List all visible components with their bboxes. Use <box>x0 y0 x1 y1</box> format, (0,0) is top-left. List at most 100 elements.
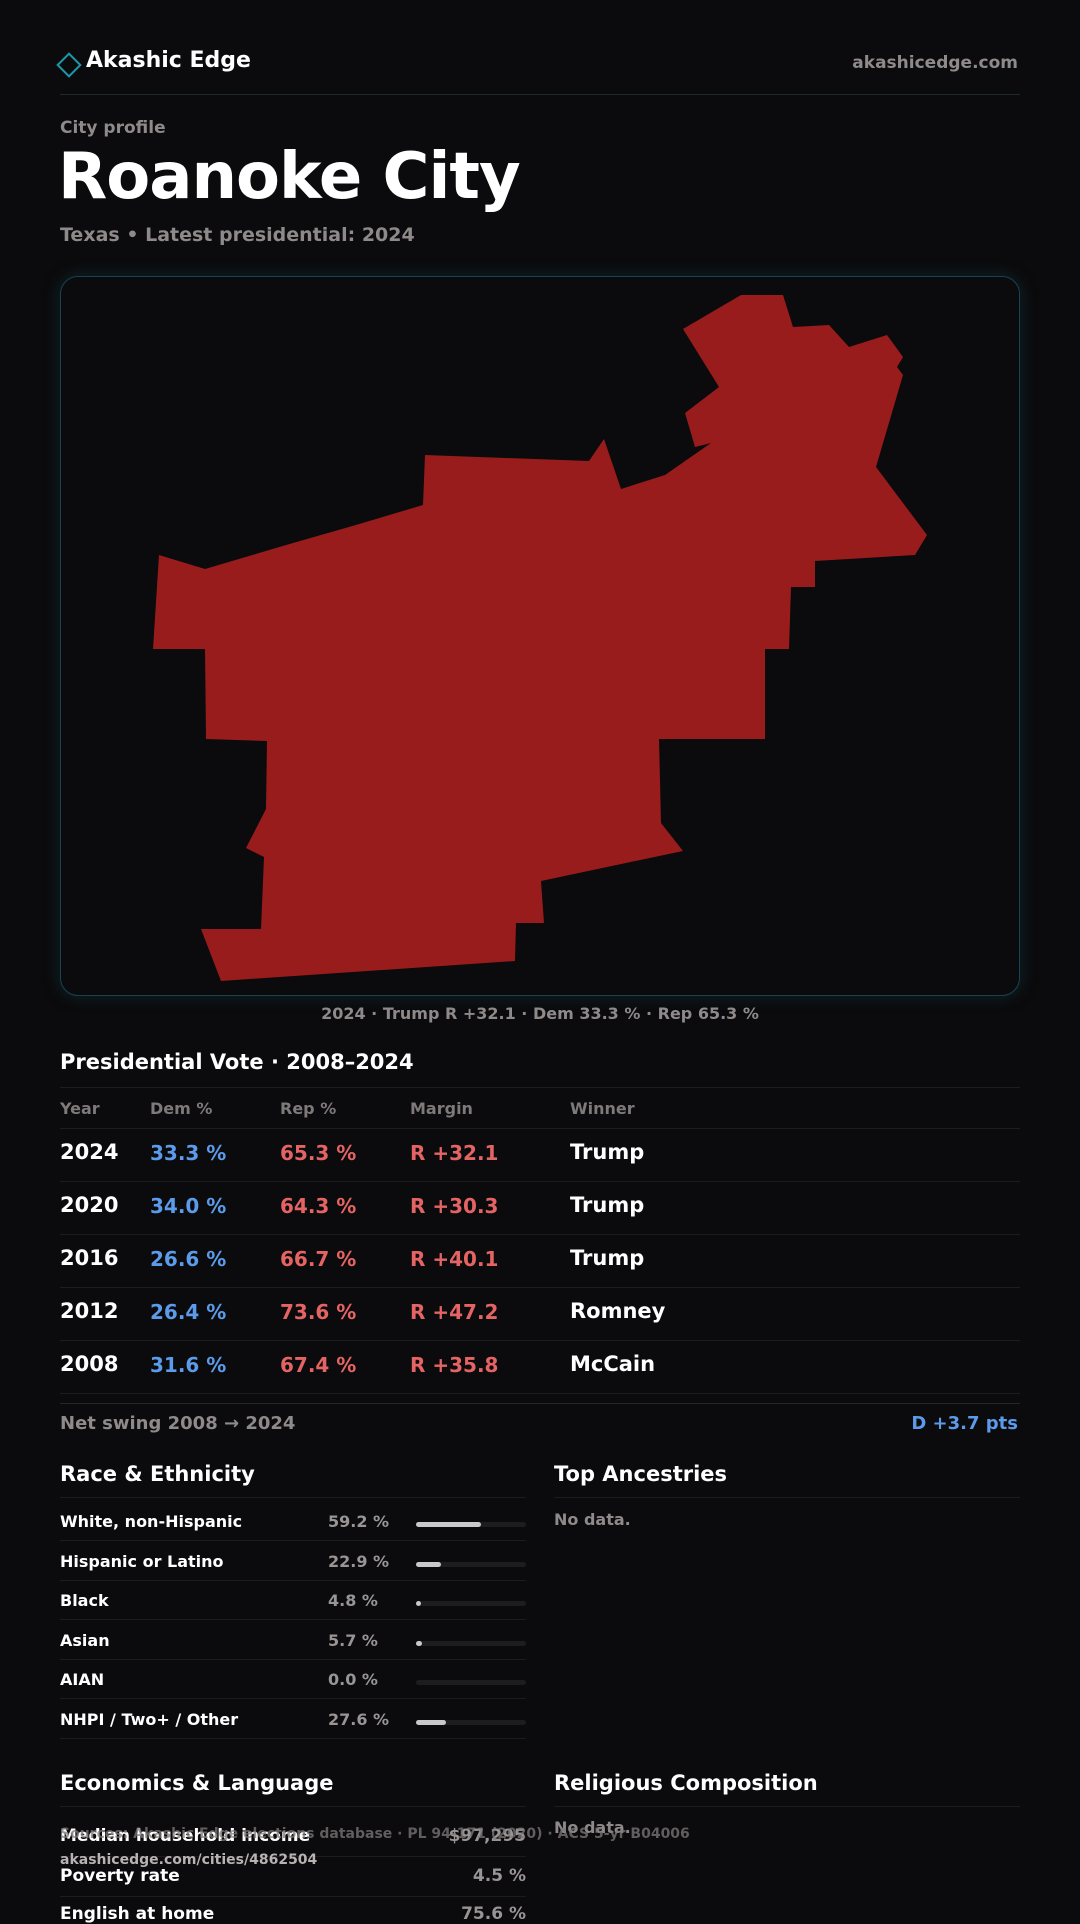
race-row-pct: 59.2 % <box>328 1512 390 1531</box>
vote-winner: Trump <box>570 1140 645 1164</box>
econ-row-value: $97,295 <box>448 1826 526 1846</box>
race-bar-track <box>416 1719 526 1725</box>
row-divider <box>60 1181 1020 1182</box>
row-divider <box>60 1287 1020 1288</box>
ancestries-section-title: Top Ancestries <box>554 1462 728 1486</box>
religion-empty: No data. <box>554 1818 631 1837</box>
header-divider <box>60 94 1020 95</box>
vote-row: 2024 33.3 % 65.3 % R +32.1 Trump <box>0 1129 1080 1182</box>
footer-sources: Sources: Akashic Edge elections database… <box>60 1826 690 1842</box>
col-header-winner: Winner <box>570 1099 635 1118</box>
race-row-pct: 27.6 % <box>328 1709 390 1729</box>
col-header-dem: Dem % <box>150 1099 213 1118</box>
race-bar-fill <box>416 1640 423 1646</box>
vote-dem-pct: 33.3 % <box>150 1141 227 1165</box>
net-swing-label: Net swing 2008 → 2024 <box>60 1413 296 1434</box>
row-divider <box>60 1234 1020 1235</box>
econ-row-value: 75.6 % <box>461 1904 526 1924</box>
vote-header-divider <box>60 1128 1020 1129</box>
race-row-pct: 4.8 % <box>328 1591 378 1610</box>
econ-row-label: Poverty rate <box>60 1866 180 1886</box>
vote-year: 2008 <box>60 1352 119 1376</box>
vote-dem-pct: 26.6 % <box>150 1247 227 1271</box>
vote-section-title: Presidential Vote · 2008–2024 <box>60 1050 414 1074</box>
row-divider <box>60 1393 1020 1394</box>
race-row-label: Asian <box>60 1630 110 1650</box>
col-header-year: Year <box>60 1099 100 1118</box>
vote-row: 2020 34.0 % 64.3 % R +30.3 Trump <box>0 1182 1080 1235</box>
vote-year: 2012 <box>60 1299 119 1323</box>
vote-row: 2008 31.6 % 67.4 % R +35.8 McCain <box>0 1341 1080 1394</box>
row-divider <box>60 1619 526 1620</box>
religion-title-divider <box>554 1806 1020 1807</box>
race-row-pct: 22.9 % <box>328 1551 390 1571</box>
col-header-rep: Rep % <box>280 1099 337 1118</box>
vote-rep-pct: 67.4 % <box>280 1353 357 1377</box>
col-header-margin: Margin <box>410 1099 473 1118</box>
vote-year: 2016 <box>60 1246 119 1270</box>
row-divider <box>60 1579 526 1581</box>
row-divider <box>60 1658 526 1660</box>
vote-winner: Trump <box>570 1246 645 1270</box>
ancestries-empty: No data. <box>554 1510 631 1529</box>
race-bar-track <box>416 1561 526 1567</box>
row-divider <box>60 1737 526 1739</box>
site-domain[interactable]: akashicedge.com <box>852 53 1018 73</box>
row-divider <box>60 1540 526 1541</box>
race-row-label: Black <box>60 1591 109 1610</box>
vote-row: 2016 26.6 % 66.7 % R +40.1 Trump <box>0 1235 1080 1288</box>
econ-row-value: 4.5 % <box>472 1866 526 1886</box>
econ-row-label: English at home <box>60 1904 215 1924</box>
race-bar-fill <box>416 1561 442 1567</box>
page-eyebrow: City profile <box>60 118 166 138</box>
race-bar-track <box>416 1601 526 1606</box>
race-row-pct: 5.7 % <box>328 1630 378 1650</box>
vote-rep-pct: 65.3 % <box>280 1141 357 1165</box>
row-divider <box>60 1896 526 1897</box>
ancestries-title-divider <box>554 1497 1020 1498</box>
vote-rep-pct: 73.6 % <box>280 1300 357 1324</box>
race-title-divider <box>60 1497 526 1498</box>
vote-margin: R +40.1 <box>410 1247 499 1271</box>
race-row-label: AIAN <box>60 1670 105 1689</box>
row-divider <box>60 1340 1020 1341</box>
vote-year: 2024 <box>60 1140 119 1164</box>
vote-dem-pct: 31.6 % <box>150 1353 227 1377</box>
race-bar-track <box>416 1640 526 1646</box>
race-bar-fill <box>416 1522 482 1527</box>
map-caption: 2024 · Trump R +32.1 · Dem 33.3 % · Rep … <box>321 1004 759 1023</box>
vote-dem-pct: 34.0 % <box>150 1194 227 1218</box>
race-row-label: Hispanic or Latino <box>60 1551 224 1571</box>
economics-section-title: Economics & Language <box>60 1771 334 1795</box>
vote-rep-pct: 64.3 % <box>280 1194 357 1218</box>
vote-year: 2020 <box>60 1193 119 1217</box>
brand-name[interactable]: Akashic Edge <box>86 48 251 73</box>
vote-margin: R +30.3 <box>410 1194 499 1218</box>
page-subtitle: Texas • Latest presidential: 2024 <box>60 224 415 246</box>
race-bar-track <box>416 1680 526 1685</box>
page-title: Roanoke City <box>58 140 521 214</box>
vote-title-divider <box>60 1087 1020 1088</box>
vote-winner: Romney <box>570 1299 666 1323</box>
row-divider <box>60 1856 526 1857</box>
vote-dem-pct: 26.4 % <box>150 1300 227 1324</box>
table-end-divider <box>60 1403 1020 1404</box>
race-section-title: Race & Ethnicity <box>60 1462 255 1486</box>
city-boundary-shape <box>153 295 927 981</box>
race-row-label: NHPI / Two+ / Other <box>60 1709 239 1729</box>
net-swing-value: D +3.7 pts <box>911 1413 1018 1434</box>
vote-winner: McCain <box>570 1352 656 1376</box>
vote-winner: Trump <box>570 1193 645 1217</box>
race-bar-fill <box>416 1601 422 1606</box>
vote-row: 2012 26.4 % 73.6 % R +47.2 Romney <box>0 1288 1080 1341</box>
economics-title-divider <box>60 1806 526 1807</box>
econ-row-label: Median household income <box>60 1826 311 1846</box>
footer-url[interactable]: akashicedge.com/cities/4862504 <box>60 1852 318 1868</box>
city-map-card <box>60 276 1020 996</box>
vote-rep-pct: 66.7 % <box>280 1247 357 1271</box>
race-row-pct: 0.0 % <box>328 1670 378 1689</box>
row-divider <box>60 1698 526 1699</box>
religion-section-title: Religious Composition <box>554 1771 818 1795</box>
race-bar-fill <box>416 1719 447 1725</box>
race-row-label: White, non-Hispanic <box>60 1512 243 1531</box>
